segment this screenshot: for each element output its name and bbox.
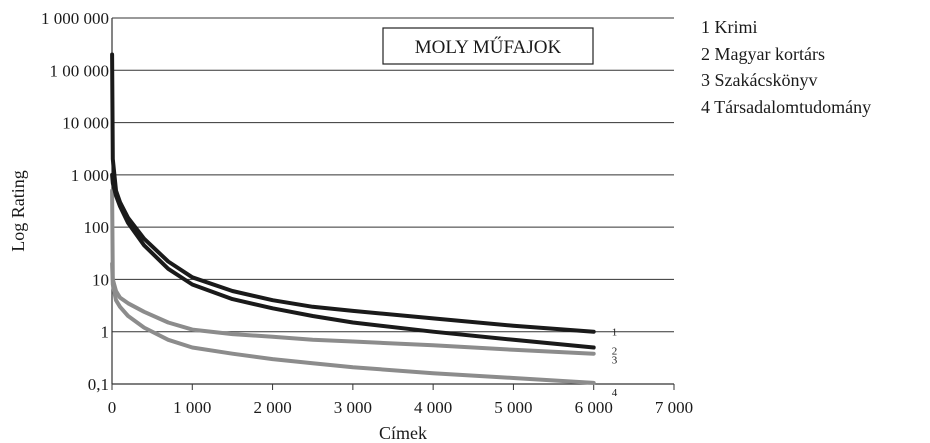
legend-item-3: 3 Szakácskönyv — [701, 70, 818, 91]
legend-item-2: 2 Magyar kortárs — [701, 43, 825, 64]
y-axis-title: Log Rating — [8, 170, 28, 252]
y-tick-label: 1 000 000 — [41, 9, 109, 28]
x-tick-label: 2 000 — [253, 398, 291, 417]
chart-title: MOLY MŰFAJOK — [415, 36, 562, 58]
x-tick-label: 5 000 — [494, 398, 532, 417]
y-tick-label: 1 00 000 — [50, 61, 110, 80]
y-tick-label: 0,1 — [88, 375, 109, 394]
series-end-label-1: 1 — [612, 327, 618, 339]
title-box — [382, 27, 594, 65]
x-tick-label: 6 000 — [575, 398, 613, 417]
y-tick-label: 1 — [101, 323, 110, 342]
y-tick-label: 100 — [84, 218, 110, 237]
x-tick-label: 0 — [108, 398, 117, 417]
series-line-1 — [110, 52, 596, 334]
series-end-label-2: 2 — [612, 345, 618, 357]
y-tick-label: 10 — [92, 270, 109, 289]
x-axis-title: Címek — [379, 423, 427, 443]
series-line-4 — [110, 261, 596, 385]
series-line-3 — [110, 188, 596, 356]
series-line-2 — [110, 172, 596, 350]
legend: 1 Krimi 2 Magyar kortárs 3 Szakácskönyv … — [701, 14, 871, 120]
x-tick-label: 3 000 — [334, 398, 372, 417]
series-end-label-4: 4 — [612, 387, 618, 399]
x-tick-label: 4 000 — [414, 398, 452, 417]
y-tick-label: 1 000 — [71, 166, 109, 185]
x-tick-label: 7 000 — [655, 398, 693, 417]
x-tick-label: 1 000 — [173, 398, 211, 417]
legend-item-1: 1 Krimi — [701, 17, 758, 37]
series-end-label-3: 3 — [612, 355, 618, 367]
legend-item-4: 4 Társadalomtudomány — [701, 96, 872, 117]
y-tick-label: 10 000 — [62, 114, 109, 133]
